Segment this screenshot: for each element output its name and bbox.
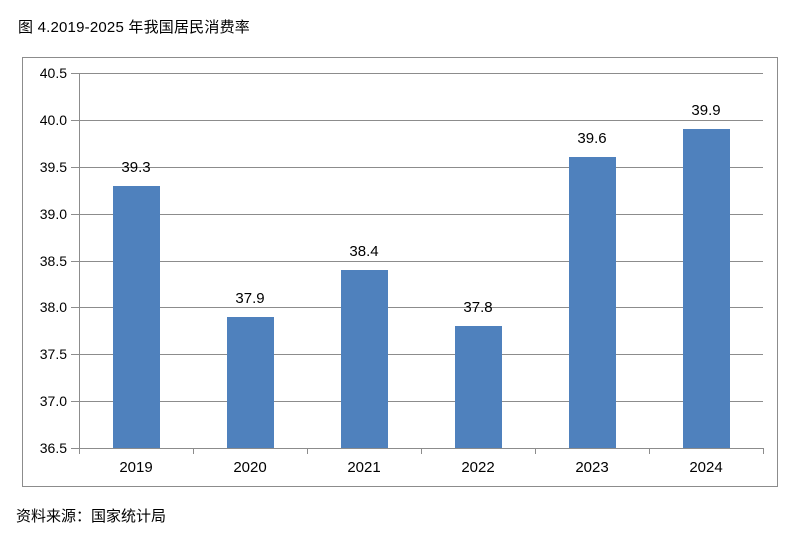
source-note: 资料来源：国家统计局 [16,508,167,525]
bar-2022 [454,326,502,448]
y-axis-tick [71,260,79,262]
gridline [79,166,763,168]
bar-value-label: 38.4 [349,242,379,260]
x-axis-category-label: 2022 [461,459,495,476]
chart-frame: 36.5 37.0 37.5 38.0 38.5 39.0 39.5 40.0 40.5 39.3… [22,57,778,487]
plot-area: 36.5 37.0 37.5 38.0 38.5 39.0 39.5 40.0 40.5 39.3… [23,58,777,486]
bar-value-label: 37.8 [463,299,493,317]
bar-2024 [682,129,730,448]
x-axis-category-label: 2021 [347,459,381,476]
y-axis-tick [71,448,79,449]
y-axis-tick [71,354,79,356]
x-axis-category-label: 2019 [119,459,153,476]
y-axis-tick-label: 40.5 [39,65,67,81]
gridline [79,213,763,215]
x-axis-tick [421,449,422,454]
gridline [79,260,763,262]
x-axis-tick [535,449,536,454]
y-axis-tick [71,307,79,309]
y-axis-tick-label: 37.5 [39,346,67,363]
gridline [79,307,763,309]
x-axis-category-label: 2024 [689,459,723,476]
bar-value-label: 37.9 [235,289,265,307]
y-axis-tick-label: 38.5 [39,252,67,269]
bar-2019 [112,185,160,448]
x-axis-tick [763,449,764,454]
bar-value-label: 39.3 [121,158,151,176]
y-axis-tick-label: 38.0 [39,299,67,316]
gridline [79,119,763,121]
y-axis-tick-label: 40.0 [39,111,67,128]
bar-2021 [340,269,388,448]
x-axis-line [79,448,764,449]
y-axis-tick [71,73,79,74]
chart-title: 图 4.2019-2025 年我国居民消费率 [18,19,250,36]
bar-value-label: 39.9 [691,102,721,120]
bar-2023 [568,157,616,448]
x-axis-category-label: 2023 [575,459,609,476]
y-axis-tick-label: 36.5 [39,440,67,456]
y-axis-tick-label: 39.0 [39,205,67,222]
gridline [79,73,763,74]
y-axis-tick [71,166,79,168]
gridline [79,401,763,403]
y-axis-tick [71,401,79,403]
y-axis-tick [71,119,79,121]
y-axis-line [79,73,80,448]
x-axis-tick [307,449,308,454]
x-axis-tick [193,449,194,454]
bar-2020 [226,316,274,448]
y-axis-tick-label: 39.5 [39,158,67,175]
x-axis-category-label: 2020 [233,459,267,476]
bar-value-label: 39.6 [577,130,607,148]
gridline [79,354,763,356]
y-axis-tick-label: 37.0 [39,393,67,410]
x-axis-tick [649,449,650,454]
x-axis-tick [79,449,80,454]
y-axis-tick [71,213,79,215]
